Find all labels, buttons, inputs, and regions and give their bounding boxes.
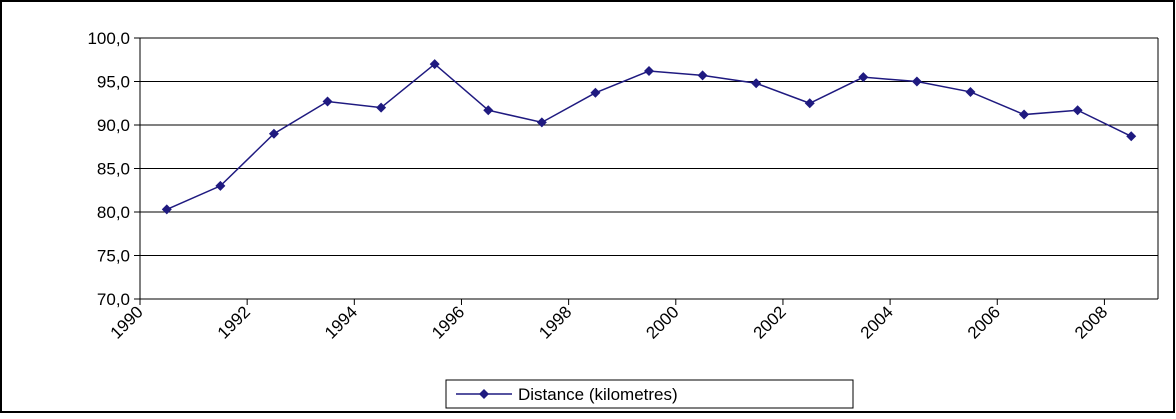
point: [965, 86, 976, 97]
point: [751, 78, 762, 89]
point: [911, 76, 922, 87]
point: [268, 128, 279, 139]
point: [697, 70, 708, 81]
y-tick-label: 90,0: [97, 116, 130, 135]
point: [161, 204, 172, 215]
point: [1126, 131, 1137, 142]
legend-marker: [479, 389, 489, 399]
y-tick-label: 95,0: [97, 73, 130, 92]
point: [215, 180, 226, 191]
point: [536, 117, 547, 128]
y-tick-label: 75,0: [97, 247, 130, 266]
y-tick-label: 70,0: [97, 290, 130, 309]
y-tick-label: 100,0: [87, 29, 130, 48]
point: [1072, 105, 1083, 116]
y-tick-label: 85,0: [97, 160, 130, 179]
point: [322, 96, 333, 107]
point: [429, 59, 440, 70]
point: [804, 98, 815, 109]
point: [376, 102, 387, 113]
point: [858, 72, 869, 83]
y-tick-label: 80,0: [97, 203, 130, 222]
legend-label: Distance (kilometres): [518, 385, 678, 404]
point: [1019, 109, 1030, 120]
point: [644, 66, 654, 77]
legend-box: [445, 379, 854, 409]
point: [590, 87, 601, 98]
point: [483, 105, 494, 116]
